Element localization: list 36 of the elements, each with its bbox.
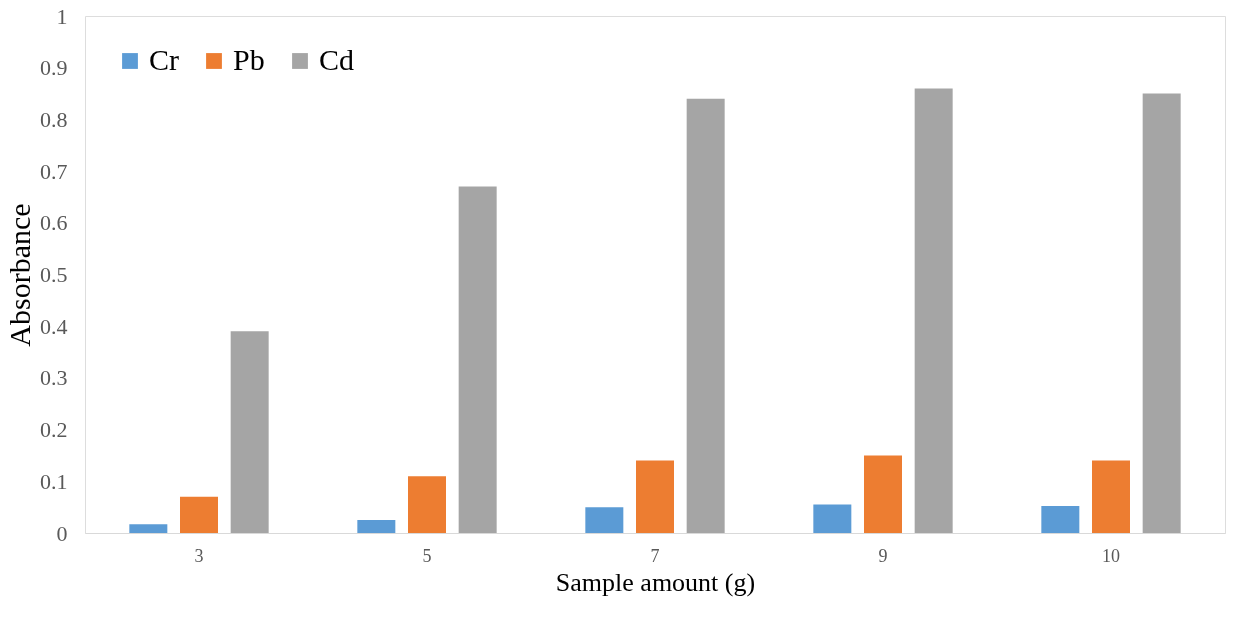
y-tick-label: 0.2 <box>40 417 68 443</box>
bar <box>230 331 269 533</box>
x-tick-label: 5 <box>422 545 432 566</box>
y-tick-label: 0 <box>56 520 68 546</box>
legend-label: Cr <box>149 43 180 76</box>
bar <box>1142 93 1181 533</box>
bar <box>864 455 902 533</box>
y-tick-label: 0.7 <box>40 158 68 184</box>
x-tick-label: 3 <box>194 545 204 566</box>
y-tick-label: 0.9 <box>40 55 68 81</box>
bar <box>408 476 446 533</box>
y-tick-label: 0.3 <box>40 365 68 391</box>
x-tick-label: 7 <box>650 545 660 566</box>
bar <box>585 507 624 533</box>
y-tick-label: 0.5 <box>40 262 68 287</box>
bar <box>1041 506 1080 533</box>
y-tick-label: 0.8 <box>40 106 68 132</box>
x-tick-label: 9 <box>878 545 888 566</box>
x-axis-title: Sample amount (g) <box>555 567 756 597</box>
y-tick-label: 0.1 <box>40 468 68 494</box>
bar <box>813 504 852 533</box>
bar <box>180 496 218 533</box>
bar <box>458 186 497 533</box>
bar <box>1092 460 1130 533</box>
y-axis-title: Absorbance <box>3 203 36 347</box>
bar <box>636 460 674 533</box>
bar <box>914 88 953 533</box>
bar <box>129 524 168 533</box>
bar <box>357 520 396 533</box>
bar <box>686 98 725 533</box>
x-tick-label: 10 <box>1102 545 1120 566</box>
y-tick-label: 0.4 <box>40 313 68 339</box>
legend-label: Cd <box>319 43 355 76</box>
y-tick-label: 0.6 <box>40 210 68 236</box>
legend-label: Pb <box>233 43 265 76</box>
y-tick-label: 1 <box>56 3 68 29</box>
